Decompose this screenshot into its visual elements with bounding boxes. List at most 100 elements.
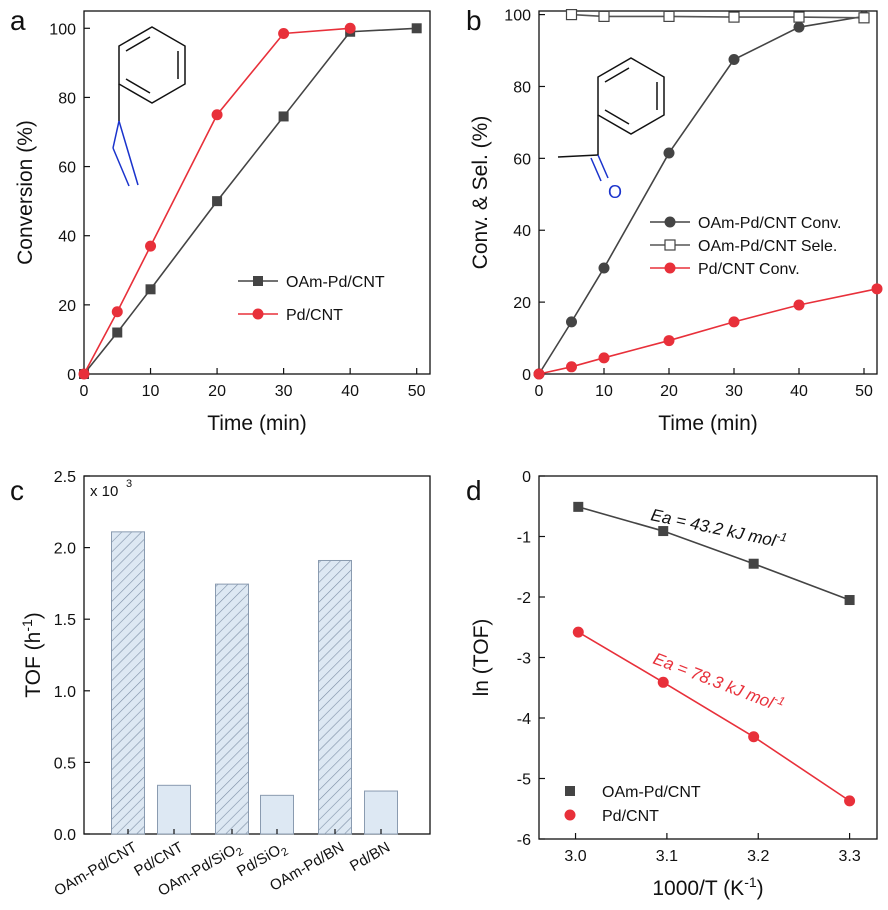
c-multiplier-label: x 10	[90, 483, 118, 500]
c-bar	[157, 784, 191, 835]
a-ytick-label: 40	[58, 229, 76, 246]
a-legend-marker	[253, 276, 263, 286]
c-multiplier-exponent: 3	[126, 478, 132, 490]
a-data-point	[344, 22, 356, 34]
d-data-point	[844, 595, 855, 606]
b-xtick-label: 10	[595, 383, 613, 400]
d-ytick-label: -6	[517, 832, 531, 849]
c-ytick-label: 0.5	[54, 755, 76, 772]
d-fit-line	[578, 506, 850, 601]
b-ytick-label: 80	[513, 79, 531, 96]
b-y-axis-label: Conv. & Sel. (%)	[469, 116, 492, 270]
b-data-point	[663, 147, 675, 159]
a-xtick-label: 0	[80, 383, 89, 400]
d-data-point	[657, 676, 669, 688]
d-y-axis-label: ln (TOF)	[470, 619, 493, 697]
d-data-point	[572, 626, 584, 638]
b-legend-marker	[664, 262, 676, 274]
a-ytick-label: 60	[58, 160, 76, 177]
b-ytick-label: 0	[522, 367, 531, 384]
c-ytick-label: 2.5	[54, 469, 76, 486]
d-ytick-label: 0	[522, 469, 531, 486]
b-ytick-label: 20	[513, 295, 531, 312]
b-data-point	[598, 10, 610, 22]
b-data-point	[598, 262, 610, 274]
a-x-axis-label: Time (min)	[207, 412, 307, 435]
d-ytick-label: -3	[517, 651, 531, 668]
panel-b-chart: 0 10 20 30 40 50 0 20 40 60 80 100 Time (min) Conv. &…	[469, 8, 883, 435]
b-data-point	[858, 12, 870, 24]
b-series-line	[538, 288, 878, 375]
b-legend-marker	[664, 216, 676, 228]
d-xtick-label: 3.1	[656, 848, 678, 865]
d-legend-label: Pd/CNT	[602, 808, 659, 825]
d-data-point	[844, 795, 856, 807]
b-data-point	[566, 316, 577, 328]
b-x-axis-label: Time (min)	[658, 412, 758, 435]
c-xtick-label: OAm-Pd/BN	[267, 839, 347, 895]
styrene-structure	[112, 26, 186, 187]
a-data-point	[212, 196, 223, 207]
a-legend-label: Pd/CNT	[286, 307, 343, 324]
a-data-point	[278, 111, 289, 122]
panel-label-b: b	[466, 5, 482, 36]
a-xtick-label: 50	[408, 383, 426, 400]
a-legend-label: OAm-Pd/CNT	[286, 274, 385, 291]
d-data-point	[748, 558, 759, 569]
a-series-line	[83, 27, 351, 375]
a-ytick-label: 20	[58, 298, 76, 315]
a-xtick-label: 10	[142, 383, 160, 400]
a-ytick-label: 80	[58, 90, 76, 107]
b-data-point	[793, 299, 805, 311]
a-xtick-label: 40	[341, 383, 359, 400]
b-data-point	[793, 21, 805, 33]
c-bar	[215, 583, 249, 835]
d-legend-marker	[564, 809, 576, 821]
d-data-point	[658, 526, 669, 537]
d-legend-label: OAm-Pd/CNT	[602, 784, 701, 801]
b-xtick-label: 20	[660, 383, 678, 400]
panel-label-d: d	[466, 475, 482, 506]
b-data-point	[728, 54, 740, 66]
b-data-point	[728, 11, 740, 23]
b-data-point	[565, 8, 578, 21]
b-ytick-label: 40	[513, 223, 531, 240]
acetophenone-structure	[557, 57, 665, 182]
a-data-point	[145, 240, 157, 252]
a-data-point	[112, 327, 123, 338]
a-xtick-label: 30	[275, 383, 293, 400]
a-plot-frame	[83, 10, 431, 375]
c-ytick-label: 1.0	[54, 684, 76, 701]
a-ytick-label: 100	[49, 21, 76, 38]
d-fit-line	[577, 631, 851, 802]
a-xtick-label: 20	[208, 383, 226, 400]
c-ytick-label: 1.5	[54, 612, 76, 629]
d-ytick-label: -4	[517, 711, 531, 728]
d-xtick-label: 3.3	[838, 848, 860, 865]
b-plot-frame	[538, 10, 878, 375]
b-data-point	[598, 352, 610, 364]
b-legend-label: OAm-Pd/CNT Sele.	[698, 238, 837, 255]
a-series-line	[83, 27, 417, 375]
d-activation-energy-label: Ea = 78.3 kJ mol-1	[651, 646, 787, 716]
a-data-point	[411, 23, 422, 34]
d-xtick-label: 3.2	[747, 848, 769, 865]
d-legend-marker	[565, 786, 575, 796]
d-data-point	[748, 731, 760, 743]
b-legend-label: Pd/CNT Conv.	[698, 261, 800, 278]
b-data-point	[663, 10, 675, 22]
a-ytick-label: 0	[67, 367, 76, 384]
b-ytick-label: 100	[504, 8, 531, 25]
d-activation-energy-label: Ea = 43.2 kJ mol-1	[649, 502, 788, 552]
b-legend-marker	[664, 239, 676, 251]
panel-label-a: a	[10, 5, 26, 36]
panel-a-chart: 0 10 20 30 40 50 0 20 40 60 80 100 Time (min) Convers…	[14, 10, 431, 435]
a-data-point	[211, 109, 223, 121]
b-data-point	[533, 368, 545, 380]
oxygen-atom-label: O	[608, 182, 622, 202]
b-data-point	[566, 361, 577, 373]
b-xtick-label: 50	[855, 383, 873, 400]
c-ytick-label: 2.0	[54, 541, 76, 558]
c-ytick-label: 0.0	[54, 827, 76, 844]
